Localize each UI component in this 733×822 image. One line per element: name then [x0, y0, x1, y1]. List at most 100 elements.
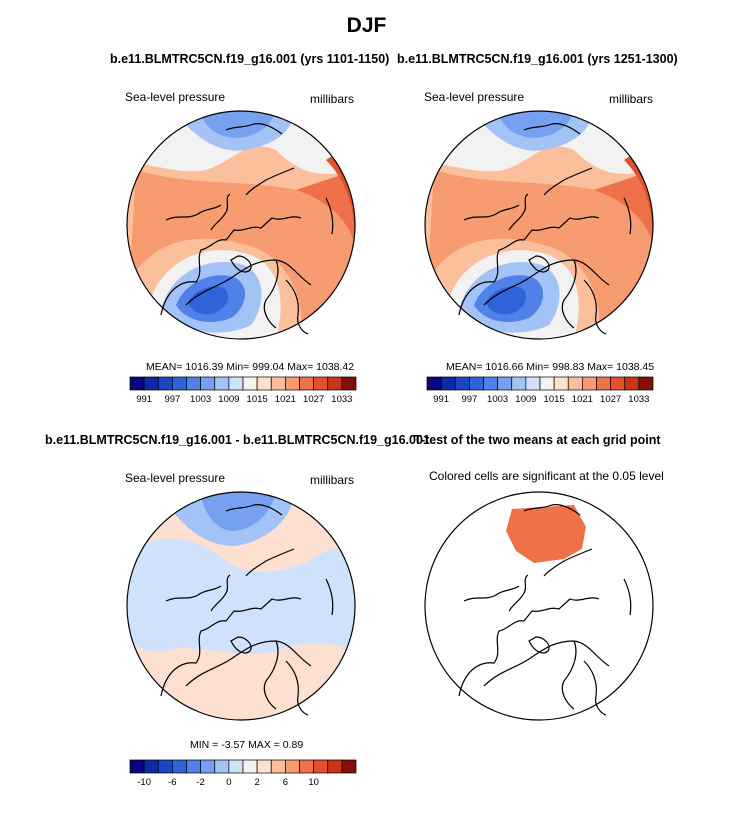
panel3-units: millibars — [310, 473, 355, 487]
colorbar-box — [129, 759, 145, 774]
colorbar-box — [440, 376, 456, 391]
colorbar-box — [157, 376, 173, 391]
panel2-units: millibars — [609, 92, 654, 106]
colorbar-box — [242, 759, 258, 774]
coastline — [528, 255, 550, 273]
colorbar-box — [567, 376, 583, 391]
colorbar-tick-label: 1033 — [628, 394, 649, 405]
coastline — [458, 597, 600, 697]
coastline — [583, 279, 607, 335]
coastline — [623, 197, 632, 235]
colorbar-tick-label: -2 — [196, 777, 204, 788]
coastline — [160, 597, 302, 697]
colorbar-tick-label: 997 — [164, 394, 180, 405]
coastline — [285, 279, 309, 335]
colorbar-box — [553, 376, 569, 391]
panel2-colorbar: 991 997 1003 1009 1015 1021 1027 1033 — [426, 376, 654, 405]
colorbar-box — [143, 376, 159, 391]
difference-negative-core — [201, 492, 276, 531]
colorbar-box — [313, 376, 329, 391]
colorbar-box — [214, 376, 230, 391]
colorbar-box — [624, 376, 640, 391]
colorbar-tick-label: 1009 — [218, 394, 239, 405]
colorbar-box — [327, 376, 343, 391]
panel3-title: b.e11.BLMTRC5CN.f19_g16.001 - b.e11.BLMT… — [45, 433, 430, 447]
colorbar-box — [539, 376, 555, 391]
colorbar-tick-label: -10 — [137, 777, 151, 788]
colorbar-box — [256, 759, 272, 774]
panel1-map — [126, 110, 356, 340]
colorbar-tick-label: 1033 — [331, 394, 352, 405]
coastline — [263, 640, 279, 710]
colorbar-box — [285, 376, 300, 391]
panel4-subtitle: Colored cells are significant at the 0.0… — [429, 469, 664, 483]
colorbar-box — [454, 376, 470, 391]
coastline — [230, 255, 252, 273]
pacific-low-core — [499, 111, 574, 138]
coastline — [523, 123, 581, 135]
atlantic-low-core — [188, 286, 229, 315]
coastline — [623, 578, 632, 616]
colorbar-box — [143, 759, 159, 774]
coastline — [160, 216, 302, 316]
panel3-left-label: Sea-level pressure — [125, 471, 226, 485]
panel2-title: b.e11.BLMTRC5CN.f19_g16.001 (yrs 1251-13… — [397, 52, 678, 66]
colorbar-box — [525, 376, 541, 391]
significant-cells — [506, 505, 586, 563]
colorbar-box — [582, 376, 597, 391]
panel4-map — [424, 491, 654, 721]
colorbar-tick-label: 2 — [254, 777, 259, 788]
colorbar-box — [200, 759, 216, 774]
coastline — [325, 578, 334, 616]
colorbar-box — [172, 376, 187, 391]
panel1-left-label: Sea-level pressure — [125, 90, 226, 104]
colorbar-tick-label: 1015 — [247, 394, 268, 405]
map-border — [424, 491, 654, 721]
panel2-left-label: Sea-level pressure — [424, 90, 525, 104]
coastline — [463, 204, 520, 221]
colorbar-box — [483, 376, 498, 391]
panel3-map — [126, 491, 356, 721]
coastline — [458, 216, 600, 316]
colorbar-box — [610, 376, 626, 391]
coastline — [583, 660, 607, 716]
colorbar-tick-label: 1009 — [515, 394, 536, 405]
pacific-low-core — [201, 111, 276, 138]
coastline — [210, 193, 231, 231]
coastline — [245, 548, 295, 577]
map-border — [424, 110, 654, 340]
colorbar-box — [200, 376, 216, 391]
colorbar-box — [299, 376, 314, 391]
panel3-stats: MIN = -3.57 MAX = 0.89 — [190, 739, 304, 751]
colorbar-box — [228, 759, 244, 774]
colorbar-box — [638, 376, 654, 391]
colorbar-box — [426, 376, 442, 391]
panel1-title: b.e11.BLMTRC5CN.f19_g16.001 (yrs 1101-11… — [110, 52, 390, 66]
coastline — [543, 167, 593, 196]
colorbar-tick-label: 0 — [226, 777, 231, 788]
coastline — [508, 574, 529, 612]
coastline — [225, 123, 283, 135]
colorbar-box — [341, 376, 357, 391]
coastline — [523, 504, 581, 516]
panel2-stats: MEAN= 1016.66 Min= 998.83 Max= 1038.45 — [446, 361, 655, 373]
coastline — [225, 504, 283, 516]
colorbar-box — [285, 759, 300, 774]
colorbar-box — [299, 759, 314, 774]
colorbar-tick-label: 1027 — [303, 394, 324, 405]
colorbar-box — [172, 759, 187, 774]
colorbar-tick-label: -6 — [168, 777, 176, 788]
colorbar-tick-label: 991 — [136, 394, 152, 405]
siberian-high-outer — [594, 170, 653, 250]
siberian-high-outer — [296, 170, 355, 250]
panel1-colorbar: 991 997 1003 1009 1015 1021 1027 1033 — [129, 376, 357, 405]
colorbar-box — [129, 376, 145, 391]
map-border — [126, 491, 356, 721]
panel2-map — [424, 110, 654, 340]
coastline — [325, 197, 334, 235]
panel1-units: millibars — [310, 92, 355, 106]
colorbar-box — [313, 759, 329, 774]
coastline — [543, 548, 593, 577]
colorbar-box — [341, 759, 357, 774]
colorbar-tick-label: 1021 — [572, 394, 593, 405]
